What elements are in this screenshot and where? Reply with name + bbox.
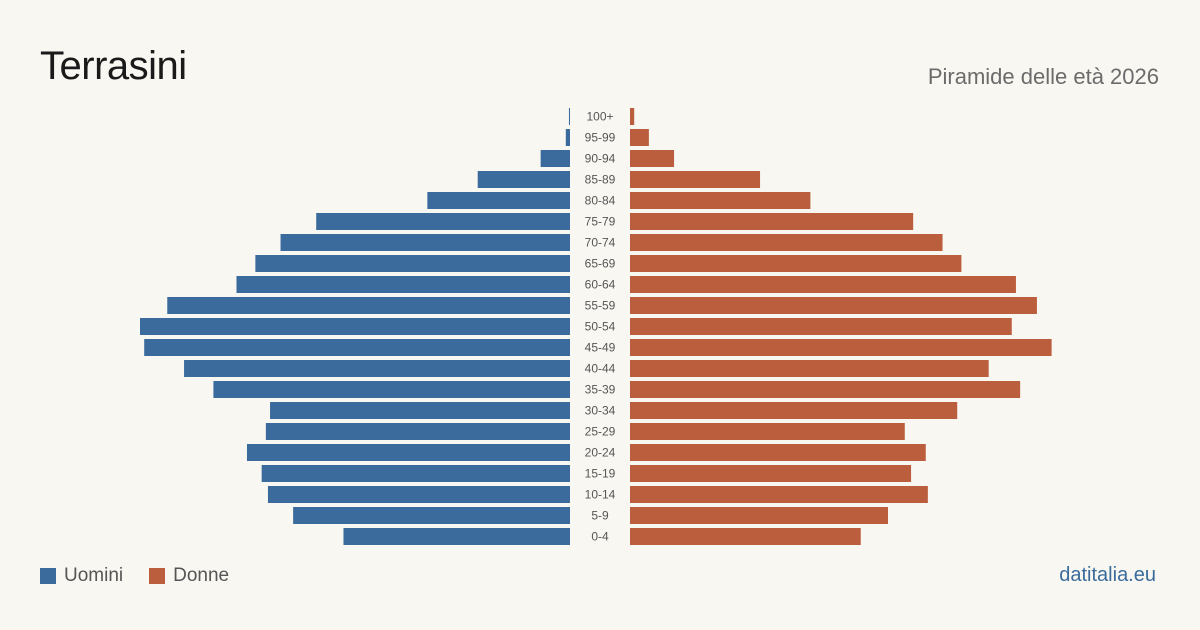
age-label-90-94: 90-94 — [585, 152, 616, 166]
age-label-100+: 100+ — [586, 110, 613, 124]
bar-women-35-39 — [630, 381, 1021, 398]
bar-men-5-9 — [293, 507, 570, 524]
bar-women-50-54 — [630, 318, 1012, 335]
bar-men-35-39 — [213, 381, 571, 398]
age-label-40-44: 40-44 — [585, 362, 616, 376]
age-label-0-4: 0-4 — [591, 530, 609, 544]
bar-men-40-44 — [184, 360, 571, 377]
source-link[interactable]: datitalia.eu — [1059, 564, 1156, 586]
bar-men-55-59 — [167, 297, 570, 314]
bar-men-20-24 — [246, 444, 570, 461]
bar-women-90-94 — [630, 150, 675, 167]
bar-men-85-89 — [477, 171, 570, 188]
bar-men-80-84 — [427, 192, 570, 209]
legend-swatch-men — [40, 568, 56, 584]
bar-women-25-29 — [630, 423, 905, 440]
age-label-50-54: 50-54 — [585, 320, 616, 334]
bar-men-25-29 — [265, 423, 570, 440]
age-label-70-74: 70-74 — [585, 236, 616, 250]
legend-item-men: Uomini — [40, 565, 123, 587]
age-label-30-34: 30-34 — [585, 404, 616, 418]
bar-women-30-34 — [630, 402, 958, 419]
legend-swatch-women — [149, 568, 166, 584]
legend-item-women: Donne — [149, 565, 229, 587]
age-label-10-14: 10-14 — [585, 488, 616, 502]
bar-men-60-64 — [236, 276, 571, 293]
bar-men-70-74 — [280, 234, 570, 251]
bar-men-90-94 — [540, 150, 570, 167]
age-label-65-69: 65-69 — [585, 257, 616, 271]
age-label-25-29: 25-29 — [585, 425, 616, 439]
bar-men-0-4 — [343, 528, 570, 545]
bar-men-15-19 — [261, 465, 570, 482]
bar-men-10-14 — [267, 486, 570, 503]
bar-women-40-44 — [630, 360, 989, 377]
age-label-45-49: 45-49 — [585, 341, 616, 355]
bar-men-30-34 — [270, 402, 570, 419]
bar-women-0-4 — [630, 528, 861, 545]
bar-men-100+ — [568, 108, 570, 125]
age-label-35-39: 35-39 — [585, 383, 616, 397]
bar-men-95-99 — [565, 129, 570, 146]
bar-women-5-9 — [630, 507, 888, 524]
age-label-55-59: 55-59 — [585, 299, 616, 313]
age-label-15-19: 15-19 — [585, 467, 616, 481]
bar-men-45-49 — [144, 339, 570, 356]
bar-women-60-64 — [630, 276, 1016, 293]
bar-women-65-69 — [630, 255, 962, 272]
bar-women-10-14 — [630, 486, 928, 503]
age-label-95-99: 95-99 — [585, 131, 616, 145]
age-label-20-24: 20-24 — [585, 446, 616, 460]
bar-women-85-89 — [630, 171, 761, 188]
legend-label-women: Donne — [173, 565, 230, 586]
bar-women-95-99 — [630, 129, 649, 146]
bar-men-50-54 — [140, 318, 570, 335]
bar-women-70-74 — [630, 234, 943, 251]
bar-women-55-59 — [630, 297, 1037, 314]
page-title: Terrasini — [40, 44, 187, 88]
bar-men-65-69 — [255, 255, 571, 272]
legend-label-men: Uomini — [64, 565, 124, 586]
bar-women-15-19 — [630, 465, 912, 482]
bar-women-45-49 — [630, 339, 1052, 356]
age-label-60-64: 60-64 — [585, 278, 616, 292]
chart-subtitle: Piramide delle età 2026 — [927, 64, 1159, 89]
bar-women-100+ — [630, 108, 635, 125]
age-label-80-84: 80-84 — [585, 194, 616, 208]
bar-men-75-79 — [316, 213, 570, 230]
legend: Uomini Donne — [40, 565, 255, 587]
bar-women-20-24 — [630, 444, 926, 461]
age-label-85-89: 85-89 — [585, 173, 616, 187]
age-label-5-9: 5-9 — [591, 509, 609, 523]
population-pyramid-chart: 100+ 95-99 90-94 85-89 80-84 75-79 70-74 65-69 6… — [140, 108, 1052, 545]
age-label-75-79: 75-79 — [585, 215, 616, 229]
bar-women-75-79 — [630, 213, 914, 230]
bar-women-80-84 — [630, 192, 811, 209]
